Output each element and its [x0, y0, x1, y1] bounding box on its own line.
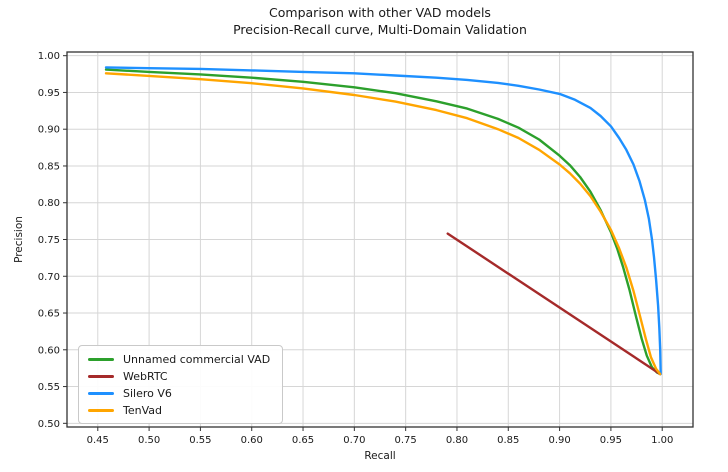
data-series	[104, 66, 662, 376]
y-tick-label: 0.80	[38, 198, 60, 209]
x-tick-label: 0.55	[189, 435, 211, 446]
y-tick-label: 0.90	[38, 125, 60, 136]
x-tick-label: 0.85	[497, 435, 519, 446]
y-tick-label: 0.75	[38, 235, 60, 246]
x-tick-label: 0.45	[87, 435, 109, 446]
chart-title: Comparison with other VAD models Precisi…	[67, 5, 693, 38]
axis-ticks: 0.45 0.50 0.55 0.60 0.65 0.70 0.75 0.80 0.85 0.90…	[38, 51, 674, 446]
legend-label: Unnamed commercial VAD	[123, 352, 271, 366]
x-axis-label: Recall	[364, 450, 395, 462]
curve-unnamed-commercial-vad	[104, 68, 662, 376]
curve-silero-v6	[104, 66, 662, 376]
y-tick-label: 1.00	[38, 51, 60, 62]
legend: Unnamed commercial VAD WebRTC Silero V6 …	[78, 345, 284, 424]
curve-webrtc	[446, 232, 662, 376]
legend-label: WebRTC	[123, 369, 168, 383]
legend-item-tenvad: TenVad	[88, 403, 270, 417]
legend-item-webrtc: WebRTC	[88, 369, 270, 383]
legend-label: Silero V6	[123, 386, 172, 400]
y-tick-label: 0.70	[38, 272, 60, 283]
legend-line-swatch	[88, 391, 114, 395]
x-tick-label: 0.75	[395, 435, 417, 446]
legend-line-swatch	[88, 408, 114, 412]
legend-line-swatch	[88, 374, 114, 378]
y-tick-label: 0.85	[38, 161, 60, 172]
x-tick-label: 1.00	[651, 435, 673, 446]
x-tick-label: 0.65	[292, 435, 314, 446]
x-tick-label: 0.50	[138, 435, 160, 446]
y-tick-label: 0.65	[38, 309, 60, 320]
y-axis-label: Precision	[13, 216, 25, 263]
legend-label: TenVad	[123, 403, 162, 417]
legend-item-silero-v6: Silero V6	[88, 386, 270, 400]
y-tick-label: 0.50	[38, 419, 60, 430]
chart-title-line1: Comparison with other VAD models	[269, 5, 491, 20]
x-tick-label: 0.90	[548, 435, 570, 446]
chart-title-line2: Precision-Recall curve, Multi-Domain Val…	[233, 21, 527, 37]
axes-frame	[66, 51, 694, 428]
plot-frame	[66, 51, 694, 428]
x-tick-label: 0.95	[600, 435, 622, 446]
x-tick-label: 0.80	[446, 435, 468, 446]
y-tick-label: 0.95	[38, 88, 60, 99]
curve-tenvad	[104, 72, 662, 376]
y-tick-label: 0.60	[38, 345, 60, 356]
x-tick-label: 0.60	[241, 435, 263, 446]
y-tick-label: 0.55	[38, 382, 60, 393]
legend-item-unnamed-commercial-vad: Unnamed commercial VAD	[88, 352, 270, 366]
x-tick-label: 0.70	[343, 435, 365, 446]
legend-line-swatch	[88, 357, 114, 361]
